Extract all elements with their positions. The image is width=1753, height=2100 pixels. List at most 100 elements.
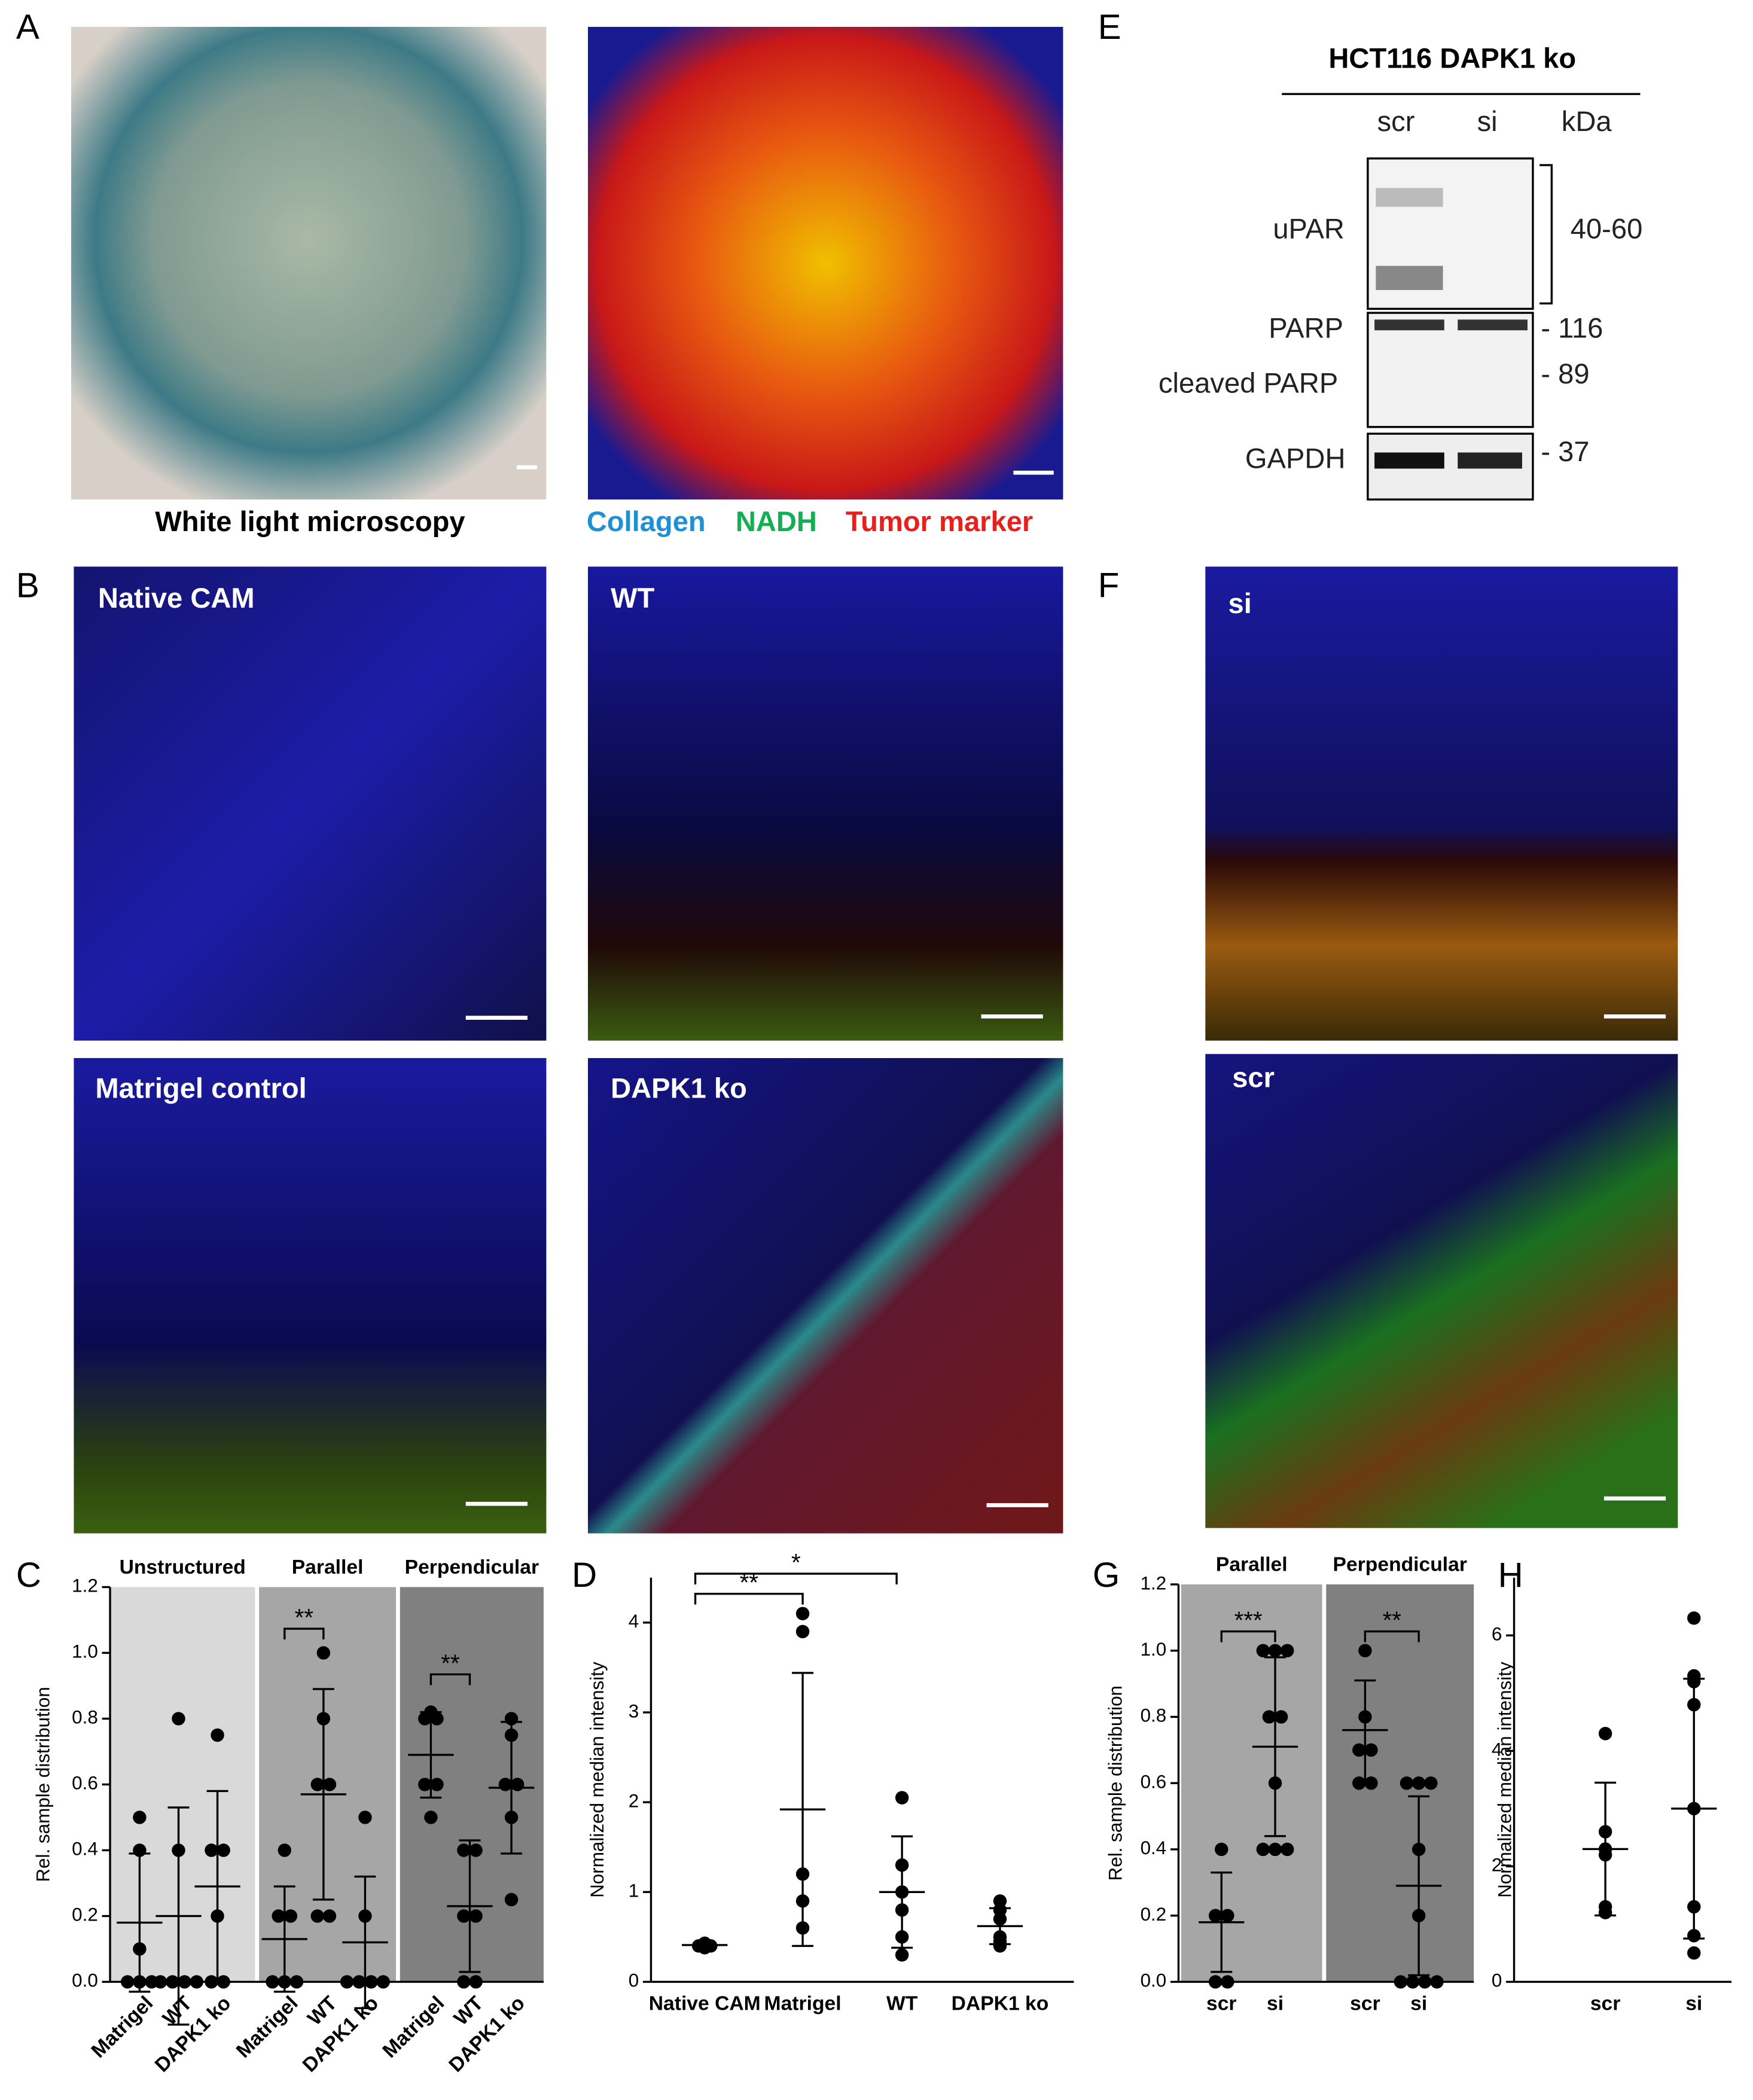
y-tick-label: 0.0: [72, 1970, 98, 1991]
y-tick-label: 1.0: [1141, 1639, 1167, 1660]
data-point: [322, 1909, 337, 1923]
data-point: [1411, 1842, 1426, 1857]
data-point: [1268, 1644, 1282, 1657]
data-point: [1687, 1900, 1701, 1914]
data-point: [133, 1843, 147, 1857]
y-tick-label: 0.8: [72, 1707, 98, 1728]
data-point: [133, 1811, 147, 1824]
data-point: [1358, 1710, 1372, 1724]
panel-letter: B: [16, 566, 39, 605]
significance-label: **: [295, 1604, 314, 1631]
y-tick-label: 1.2: [72, 1575, 98, 1596]
x-tick-label: Matrigel: [764, 1993, 842, 2015]
data-point: [1256, 1644, 1270, 1657]
data-point: [266, 1975, 279, 1989]
data-point: [205, 1975, 218, 1989]
data-point: [457, 1975, 471, 1989]
data-point: [704, 1939, 718, 1953]
data-point: [895, 1858, 909, 1872]
data-point: [283, 1909, 298, 1923]
data-point: [895, 1791, 909, 1805]
significance-bracket: [1364, 1630, 1420, 1642]
micrograph: [1205, 566, 1678, 1041]
group-title: Parallel: [1216, 1553, 1288, 1575]
unit-label: kDa: [1562, 105, 1612, 137]
data-point: [498, 1778, 513, 1791]
data-point: [205, 1843, 218, 1857]
data-point: [172, 1712, 185, 1726]
data-point: [795, 1607, 810, 1621]
protein-label: PARP: [1269, 312, 1343, 344]
data-point: [1598, 1825, 1612, 1839]
significance-label: **: [441, 1649, 460, 1677]
significance-label: **: [1383, 1606, 1402, 1633]
data-point: [424, 1811, 438, 1824]
data-point: [278, 1975, 292, 1989]
data-point: [1687, 1697, 1701, 1712]
data-point: [993, 1939, 1007, 1953]
data-point: [133, 1975, 147, 1989]
micrograph: [1205, 1054, 1678, 1528]
micrograph: [74, 1057, 547, 1534]
data-point: [1687, 1611, 1701, 1625]
data-point: [469, 1843, 483, 1857]
data-point: [120, 1975, 135, 1989]
data-point: [1208, 1909, 1222, 1922]
y-tick-label: 1.2: [1141, 1572, 1167, 1593]
data-point: [1687, 1946, 1701, 1960]
data-point: [1598, 1727, 1612, 1741]
group-title: Parallel: [292, 1556, 364, 1578]
x-tick-label: DAPK1 ko: [952, 1993, 1049, 2015]
data-point: [322, 1778, 337, 1791]
size-label: - 89: [1541, 358, 1589, 389]
data-point: [430, 1778, 444, 1791]
data-point: [1364, 1743, 1378, 1757]
x-tick-label: Matrigel: [232, 1992, 302, 2062]
data-point: [178, 1975, 191, 1989]
data-point: [1262, 1710, 1276, 1724]
data-point: [1268, 1776, 1282, 1790]
data-point: [133, 1942, 147, 1956]
data-point: [1598, 1848, 1612, 1862]
panel-letter: E: [1098, 8, 1121, 47]
panel-letter: H: [1498, 1556, 1523, 1595]
protein-label: cleaved PARP: [1158, 367, 1338, 399]
micrograph: [587, 566, 1063, 1041]
data-point: [993, 1912, 1007, 1926]
data-point: [1400, 1776, 1414, 1790]
caption-word: Collagen: [587, 505, 706, 537]
data-point: [358, 1909, 372, 1923]
image-label: si: [1228, 587, 1251, 619]
data-point: [1256, 1842, 1270, 1857]
data-point: [272, 1909, 285, 1923]
micrograph: [71, 26, 547, 500]
caption: White light microscopy: [155, 505, 465, 537]
y-tick-label: 0.6: [72, 1773, 98, 1794]
y-tick-label: 1: [629, 1880, 639, 1901]
data-point: [1364, 1776, 1378, 1790]
x-tick-label: Matrigel: [379, 1992, 449, 2062]
panel-letter: F: [1098, 566, 1120, 605]
caption-word: NADH: [736, 505, 817, 537]
data-point: [1358, 1644, 1372, 1657]
scale-bars: [465, 465, 1666, 1507]
data-point: [153, 1975, 167, 1989]
data-point: [1687, 1675, 1701, 1688]
data-point: [895, 1948, 909, 1962]
data-point: [1411, 1776, 1426, 1790]
x-tick-label: scr: [1350, 1993, 1380, 2015]
data-point: [190, 1975, 204, 1989]
data-point: [1352, 1776, 1366, 1790]
data-point: [358, 1811, 372, 1824]
data-point: [1208, 1975, 1222, 1989]
data-point: [795, 1894, 810, 1908]
data-point: [504, 1811, 519, 1824]
y-tick-label: 0.0: [1141, 1970, 1167, 1991]
data-point: [895, 1885, 909, 1899]
y-tick-label: 0.8: [1141, 1705, 1167, 1726]
group-background: [1181, 1584, 1322, 1982]
data-point: [795, 1867, 810, 1881]
panel-letter: C: [16, 1556, 41, 1595]
data-point: [1274, 1710, 1288, 1724]
data-point: [376, 1975, 390, 1989]
